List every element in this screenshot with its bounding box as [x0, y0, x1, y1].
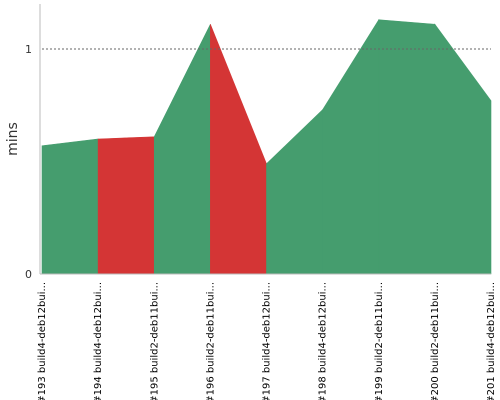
x-category-labels: #193 build4-deb12bui... #194 build4-deb1… [37, 282, 497, 400]
x-label-194[interactable]: #194 build4-deb12bui... [93, 282, 104, 400]
x-label-193[interactable]: #193 build4-deb12bui... [37, 282, 48, 400]
area-segment-3[interactable] [153, 24, 211, 275]
y-tick-label-1: 1 [25, 43, 32, 56]
y-axis-title: mins [5, 122, 21, 156]
x-label-197[interactable]: #197 build4-deb12bui... [262, 282, 273, 400]
x-label-199[interactable]: #199 build2-deb11bui... [374, 282, 385, 400]
x-label-200[interactable]: #200 build2-deb11bui... [430, 282, 441, 400]
area-segment-1[interactable] [41, 138, 99, 275]
x-label-195[interactable]: #195 build2-deb11bui... [149, 282, 160, 400]
area-segment-7[interactable] [378, 19, 436, 275]
x-label-196[interactable]: #196 build2-deb11bui... [205, 282, 216, 400]
area-segment-6[interactable] [322, 18, 380, 275]
x-label-201[interactable]: #201 build4-deb12bui... [486, 282, 497, 400]
x-label-198[interactable]: #198 build4-deb12bui... [318, 282, 329, 400]
area-segments [41, 18, 492, 275]
area-segment-2[interactable] [97, 136, 155, 275]
area-segment-4[interactable] [210, 24, 267, 275]
area-segment-8[interactable] [434, 23, 492, 275]
y-tick-label-0: 0 [25, 268, 32, 281]
area-segment-5[interactable] [266, 109, 323, 275]
